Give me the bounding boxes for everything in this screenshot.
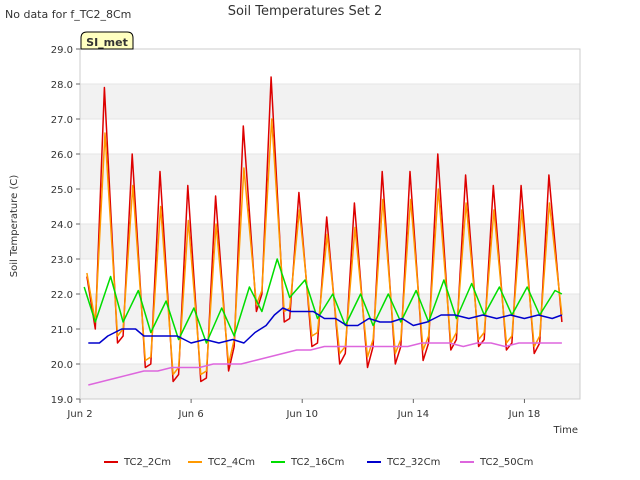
y-tick-label: 28.0 (51, 80, 73, 91)
si-met-badge: SI_met (80, 31, 134, 50)
legend: TC2_2Cm TC2_4Cm TC2_16Cm TC2_32Cm TC2_50Cm (104, 457, 533, 468)
series-line-tc2-4cm (86, 118, 563, 376)
legend-label: TC2_32Cm (386, 457, 440, 468)
y-tick-label: 25.0 (51, 185, 73, 196)
badge-label: SI_met (86, 36, 128, 49)
x-tick-label: Jun 2 (66, 409, 92, 420)
legend-label: TC2_16Cm (290, 457, 344, 468)
y-tick-label: 23.0 (51, 255, 73, 266)
legend-item-tc2-32cm: TC2_32Cm (367, 457, 440, 468)
series-line-tc2-16cm (83, 258, 563, 344)
grid-band (80, 154, 580, 189)
legend-label: TC2_50Cm (479, 457, 533, 468)
chart-title: Soil Temperatures Set 2 (228, 4, 383, 19)
legend-item-tc2-4cm: TC2_4Cm (188, 457, 255, 468)
y-tick-label: 19.0 (51, 395, 73, 406)
y-tick-label: 26.0 (51, 150, 73, 161)
y-tick-label: 27.0 (51, 115, 73, 126)
x-axis-label: Time (553, 425, 578, 436)
legend-item-tc2-50cm: TC2_50Cm (460, 457, 533, 468)
y-tick-label: 22.0 (51, 290, 73, 301)
series-line-tc2-50cm (88, 342, 562, 386)
series-lines (83, 76, 563, 386)
x-tick-label: Jun 18 (508, 409, 541, 420)
x-axis: Jun 2 Jun 6 Jun 10 Jun 14 Jun 18 (66, 399, 540, 420)
x-tick-label: Jun 10 (285, 409, 318, 420)
legend-label: TC2_4Cm (207, 457, 255, 468)
legend-item-tc2-2cm: TC2_2Cm (104, 457, 171, 468)
y-tick-label: 21.0 (51, 325, 73, 336)
x-tick-label: Jun 14 (397, 409, 430, 420)
y-tick-label: 29.0 (51, 45, 73, 56)
no-data-note: No data for f_TC2_8Cm (5, 8, 131, 21)
grid-band (80, 84, 580, 119)
legend-label: TC2_2Cm (123, 457, 171, 468)
y-axis: 19.0 20.0 21.0 22.0 23.0 24.0 25.0 26.0 27.0 28.0… (51, 45, 80, 406)
x-tick-label: Jun 6 (178, 409, 204, 420)
series-line-tc2-32cm (88, 307, 563, 344)
y-tick-label: 24.0 (51, 220, 73, 231)
y-axis-label: Soil Temperature (C) (9, 175, 20, 278)
y-tick-label: 20.0 (51, 360, 73, 371)
grid-band (80, 364, 580, 399)
legend-item-tc2-16cm: TC2_16Cm (271, 457, 344, 468)
badge-shape (80, 31, 134, 50)
